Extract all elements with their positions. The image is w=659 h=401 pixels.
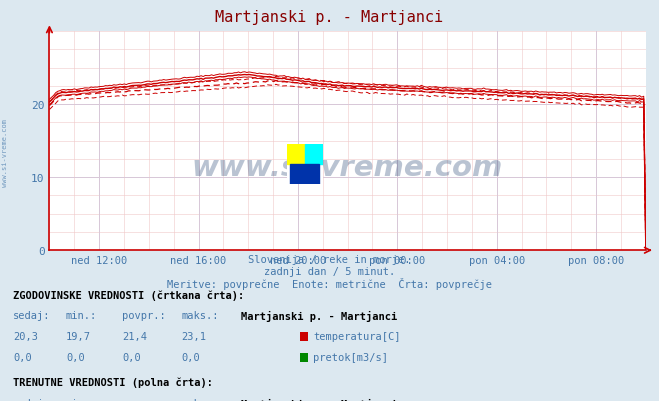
Text: 23,1: 23,1 xyxy=(181,331,206,341)
Text: TRENUTNE VREDNOSTI (polna črta):: TRENUTNE VREDNOSTI (polna črta): xyxy=(13,377,213,387)
Text: 21,4: 21,4 xyxy=(122,331,147,341)
Text: www.si-vreme.com: www.si-vreme.com xyxy=(2,118,9,186)
Text: zadnji dan / 5 minut.: zadnji dan / 5 minut. xyxy=(264,266,395,276)
Text: min.:: min.: xyxy=(66,310,97,320)
Text: povpr.:: povpr.: xyxy=(122,398,165,401)
Text: 0,0: 0,0 xyxy=(66,352,84,362)
Text: temperatura[C]: temperatura[C] xyxy=(313,331,401,341)
Text: povpr.:: povpr.: xyxy=(122,310,165,320)
Text: Meritve: povprečne  Enote: metrične  Črta: povprečje: Meritve: povprečne Enote: metrične Črta:… xyxy=(167,277,492,289)
Text: min.:: min.: xyxy=(66,398,97,401)
Bar xyxy=(287,144,304,164)
Bar xyxy=(291,164,320,184)
Text: sedaj:: sedaj: xyxy=(13,310,51,320)
Text: 20,3: 20,3 xyxy=(13,331,38,341)
Text: sedaj:: sedaj: xyxy=(13,398,51,401)
Text: 19,7: 19,7 xyxy=(66,331,91,341)
Text: 0,0: 0,0 xyxy=(181,352,200,362)
Text: ZGODOVINSKE VREDNOSTI (črtkana črta):: ZGODOVINSKE VREDNOSTI (črtkana črta): xyxy=(13,290,244,300)
Text: Martjanski p. - Martjanci: Martjanski p. - Martjanci xyxy=(241,310,397,321)
Text: pretok[m3/s]: pretok[m3/s] xyxy=(313,352,388,362)
Text: maks.:: maks.: xyxy=(181,398,219,401)
Text: Martjanski p. - Martjanci: Martjanski p. - Martjanci xyxy=(241,398,397,401)
Text: 0,0: 0,0 xyxy=(122,352,140,362)
Text: Slovenija / reke in morje.: Slovenija / reke in morje. xyxy=(248,255,411,265)
Text: 0,0: 0,0 xyxy=(13,352,32,362)
Text: maks.:: maks.: xyxy=(181,310,219,320)
Text: Martjanski p. - Martjanci: Martjanski p. - Martjanci xyxy=(215,10,444,25)
Text: www.si-vreme.com: www.si-vreme.com xyxy=(192,154,503,182)
Bar xyxy=(304,144,323,164)
